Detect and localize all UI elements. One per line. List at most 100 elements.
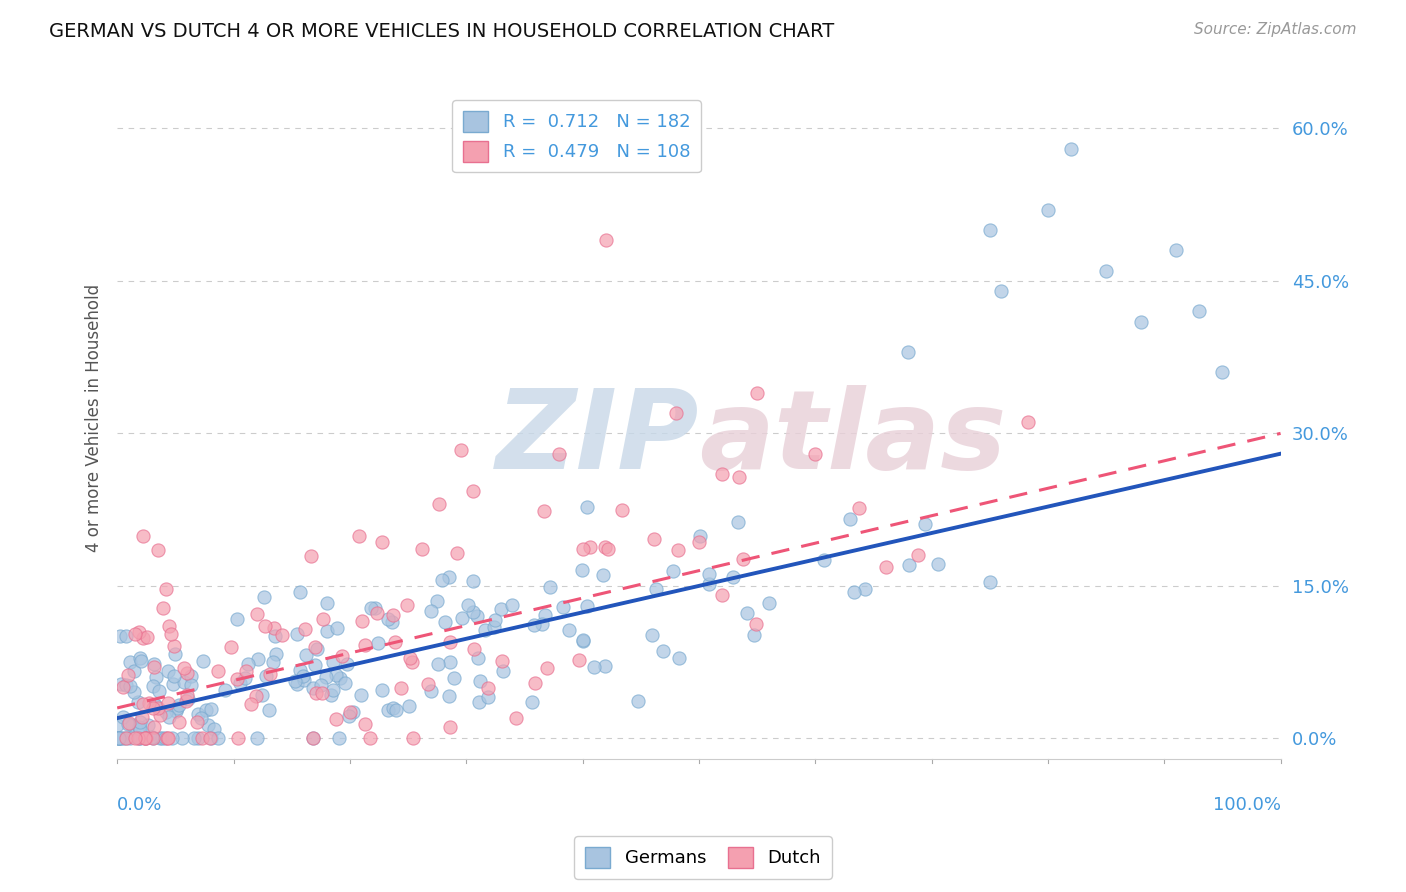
Point	[128, 720, 150, 734]
Point	[262, 655, 284, 669]
Point	[897, 558, 920, 572]
Point	[688, 535, 710, 549]
Point	[350, 614, 373, 628]
Point	[401, 655, 423, 669]
Point	[612, 503, 634, 517]
Point	[105, 718, 128, 732]
Point	[461, 574, 484, 588]
Point	[990, 284, 1012, 298]
Point	[132, 697, 155, 711]
Point	[108, 731, 131, 746]
Point	[745, 616, 768, 631]
Point	[190, 710, 212, 724]
Point	[134, 731, 156, 746]
Point	[384, 635, 406, 649]
Point	[477, 690, 499, 705]
Point	[595, 233, 617, 247]
Point	[439, 634, 461, 648]
Point	[353, 717, 375, 731]
Legend: Germans, Dutch: Germans, Dutch	[574, 836, 832, 879]
Point	[505, 711, 527, 725]
Point	[226, 672, 249, 686]
Point	[156, 731, 179, 746]
Point	[1036, 202, 1059, 217]
Point	[402, 731, 425, 746]
Point	[316, 624, 339, 638]
Point	[128, 723, 150, 737]
Point	[315, 670, 337, 684]
Point	[121, 718, 143, 732]
Point	[758, 596, 780, 610]
Point	[259, 666, 281, 681]
Point	[263, 629, 285, 643]
Point	[914, 517, 936, 532]
Point	[155, 731, 177, 746]
Point	[737, 606, 759, 620]
Point	[155, 582, 177, 597]
Point	[115, 731, 138, 746]
Point	[333, 676, 356, 690]
Point	[979, 574, 1001, 589]
Point	[627, 694, 650, 708]
Point	[347, 529, 370, 543]
Point	[1060, 142, 1083, 156]
Y-axis label: 4 or more Vehicles in Household: 4 or more Vehicles in Household	[86, 284, 103, 552]
Point	[461, 605, 484, 619]
Point	[742, 628, 765, 642]
Point	[285, 676, 308, 690]
Point	[191, 731, 214, 746]
Point	[257, 703, 280, 717]
Point	[319, 688, 342, 702]
Point	[166, 701, 188, 715]
Point	[163, 648, 186, 662]
Point	[433, 615, 456, 630]
Point	[246, 652, 269, 666]
Point	[128, 625, 150, 640]
Point	[157, 696, 180, 710]
Point	[245, 689, 267, 703]
Point	[467, 609, 489, 624]
Point	[233, 671, 256, 685]
Point	[157, 619, 180, 633]
Point	[538, 581, 561, 595]
Point	[128, 731, 150, 746]
Point	[643, 532, 665, 546]
Point	[337, 709, 360, 723]
Point	[446, 546, 468, 560]
Point	[191, 654, 214, 668]
Point	[350, 688, 373, 702]
Point	[329, 671, 352, 685]
Point	[194, 703, 217, 717]
Point	[311, 612, 333, 626]
Point	[200, 731, 222, 746]
Point	[155, 705, 177, 719]
Point	[576, 500, 599, 514]
Point	[129, 654, 152, 668]
Point	[665, 406, 688, 420]
Point	[804, 447, 827, 461]
Point	[117, 717, 139, 731]
Point	[377, 703, 399, 717]
Point	[173, 661, 195, 675]
Point	[551, 600, 574, 615]
Point	[439, 655, 461, 669]
Point	[246, 607, 269, 622]
Point	[118, 679, 141, 693]
Point	[426, 594, 449, 608]
Point	[187, 707, 209, 722]
Point	[207, 664, 229, 678]
Point	[131, 710, 153, 724]
Point	[326, 621, 349, 635]
Point	[148, 683, 170, 698]
Point	[596, 542, 619, 557]
Point	[302, 731, 325, 746]
Point	[439, 720, 461, 734]
Point	[142, 679, 165, 693]
Point	[311, 686, 333, 700]
Point	[398, 651, 420, 665]
Point	[661, 565, 683, 579]
Point	[163, 669, 186, 683]
Point	[127, 695, 149, 709]
Point	[152, 600, 174, 615]
Point	[134, 731, 156, 746]
